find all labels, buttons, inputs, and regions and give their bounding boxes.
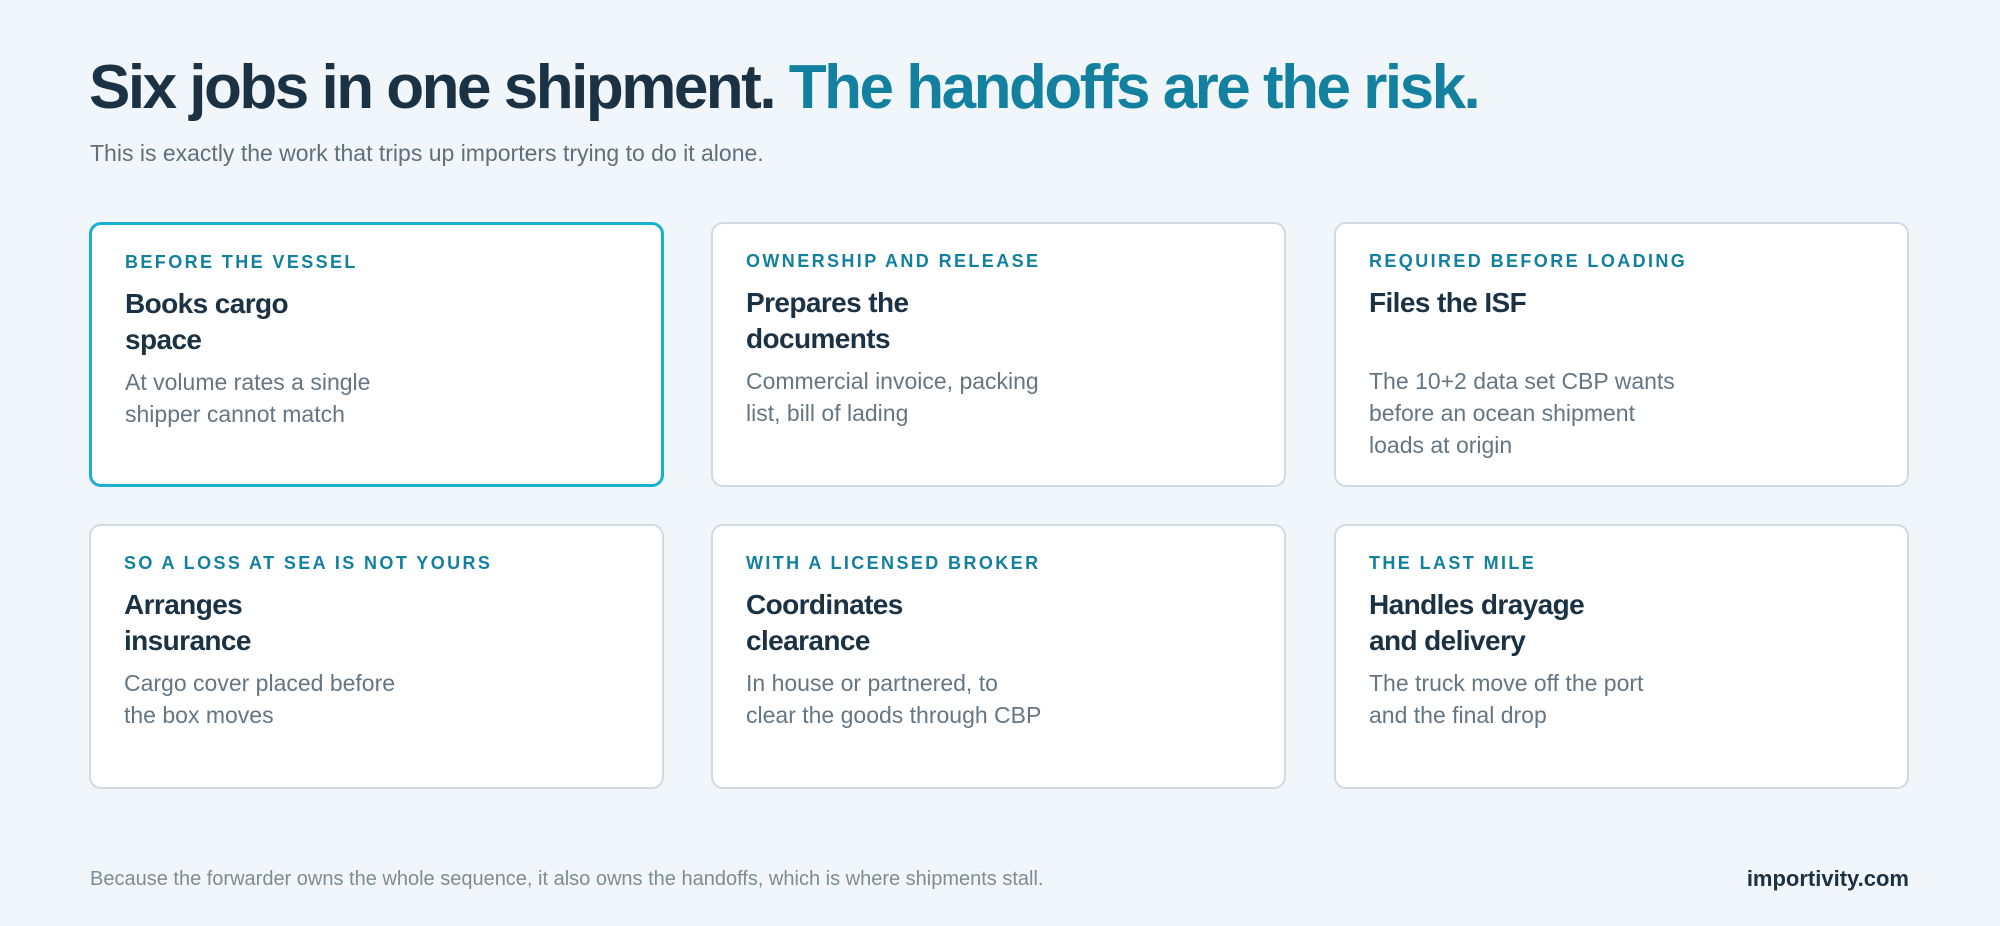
card-body-line: and the final drop	[1369, 702, 1547, 728]
card-title-line: Arranges	[124, 589, 243, 620]
card-label: THE LAST MILE	[1369, 553, 1537, 573]
card-body-line: before an ocean shipment	[1369, 400, 1635, 426]
card-body: The truck move off the port and the final…	[1369, 667, 1643, 731]
card-body-line: Commercial invoice, packing	[746, 368, 1039, 394]
card-title: Handles drayage and delivery	[1369, 587, 1585, 659]
card-title: Files the ISF	[1369, 285, 1527, 321]
card-title-line: Handles drayage	[1369, 589, 1585, 620]
card-title: Arranges insurance	[124, 587, 251, 659]
card-body: Cargo cover placed before the box moves	[124, 667, 395, 731]
card-body-line: shipper cannot match	[125, 401, 345, 427]
card: THE LAST MILE Handles drayage and delivery…	[1334, 524, 1909, 789]
card-body-line: Cargo cover placed before	[124, 670, 396, 696]
card-body-line: At volume rates a single	[125, 369, 371, 395]
card-title-line: clearance	[746, 625, 870, 656]
footer-note: Because the forwarder owns the whole seq…	[90, 868, 1044, 890]
card-body: The 10+2 data set CBP wants before an oce…	[1369, 365, 1675, 461]
card-body: In house or partnered, to clear the goods…	[746, 667, 1041, 731]
card-title-line: Files the ISF	[1369, 287, 1527, 318]
card-title-line: space	[125, 324, 202, 355]
card: WITH A LICENSED BROKER Coordinates clearan…	[711, 524, 1286, 789]
card-title: Books cargo space	[125, 286, 289, 358]
card-title-line: documents	[746, 323, 891, 354]
card-title-line: and delivery	[1369, 625, 1526, 656]
card-label: REQUIRED BEFORE LOADING	[1369, 251, 1688, 271]
card-body-line: The truck move off the port	[1369, 670, 1644, 696]
card-body-line: The 10+2 data set CBP wants	[1369, 368, 1675, 394]
card-title-line: Prepares the	[746, 287, 909, 318]
card: SO A LOSS AT SEA IS NOT YOURS Arranges ins…	[89, 524, 664, 789]
card-body-line: In house or partnered, to	[746, 670, 998, 696]
card: OWNERSHIP AND RELEASE Prepares the documen…	[711, 222, 1286, 487]
card-title-line: Coordinates	[746, 589, 903, 620]
brand: importivity.com	[1746, 866, 1909, 891]
card-title-line: Books cargo	[125, 288, 289, 319]
card-label: WITH A LICENSED BROKER	[746, 553, 1041, 573]
card-body-line: clear the goods through CBP	[746, 702, 1042, 728]
title: Six jobs in one shipment. The handoffs a…	[89, 52, 1481, 123]
subtitle: This is exactly the work that trips up i…	[90, 140, 764, 166]
card-body: Commercial invoice, packing list, bill of…	[746, 365, 1039, 429]
card-label: OWNERSHIP AND RELEASE	[746, 251, 1041, 271]
card: BEFORE THE VESSEL Books cargo space At volu…	[89, 222, 664, 487]
card-title-line: insurance	[124, 625, 251, 656]
card-title: Prepares the documents	[746, 285, 909, 357]
card-title: Coordinates clearance	[746, 587, 903, 659]
title-lead: Six jobs in one shipment.	[89, 53, 777, 122]
card-body: At volume rates a single shipper cannot m…	[125, 366, 370, 430]
card: REQUIRED BEFORE LOADING Files the ISF The …	[1334, 222, 1909, 487]
card-body-line: list, bill of lading	[746, 400, 909, 426]
card-body-line: the box moves	[124, 702, 274, 728]
card-label: BEFORE THE VESSEL	[125, 252, 358, 272]
card-body-line: loads at origin	[1369, 432, 1513, 458]
title-accent: The handoffs are the risk.	[788, 53, 1481, 122]
card-label: SO A LOSS AT SEA IS NOT YOURS	[124, 553, 493, 573]
